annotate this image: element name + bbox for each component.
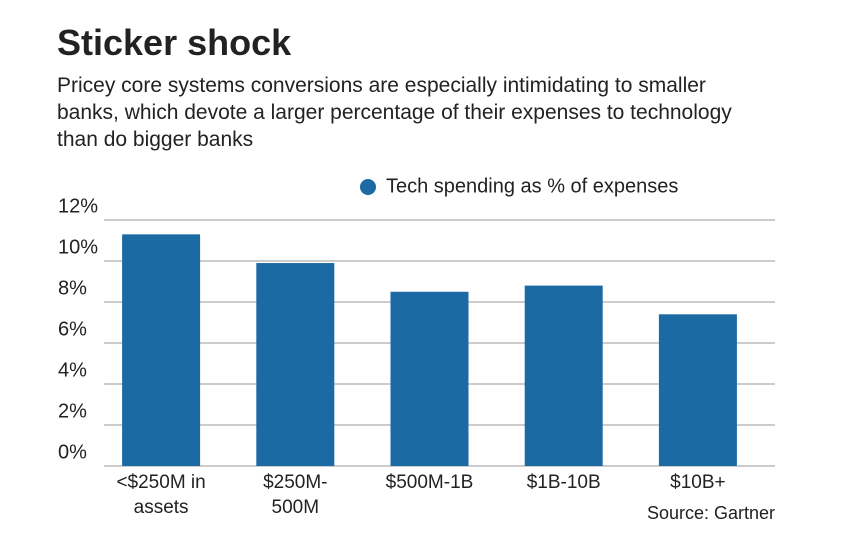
y-tick-label: 4% bbox=[58, 359, 87, 381]
legend-marker bbox=[360, 179, 376, 195]
x-tick-label: $250M-500M bbox=[263, 472, 328, 518]
legend-label: Tech spending as % of expenses bbox=[386, 175, 678, 197]
bar bbox=[524, 285, 603, 466]
x-tick-label: <$250M in assets bbox=[116, 472, 206, 518]
y-tick-label: 0% bbox=[58, 441, 87, 463]
chart-title: Sticker shock bbox=[57, 22, 292, 63]
x-tick-label: $1B-10B bbox=[526, 472, 601, 493]
y-tick-label: 10% bbox=[58, 236, 98, 258]
y-tick-label: 8% bbox=[58, 277, 87, 299]
x-tick-label: $500M-1B bbox=[385, 472, 474, 493]
y-tick-label: 2% bbox=[58, 400, 87, 422]
bar bbox=[122, 234, 201, 466]
y-tick-label: 12% bbox=[58, 195, 98, 217]
chart-subtitle: Pricey core systems conversions are espe… bbox=[57, 74, 732, 151]
bar bbox=[390, 291, 469, 466]
y-tick-label: 6% bbox=[58, 318, 87, 340]
x-tick-label: $10B+ bbox=[670, 472, 726, 493]
bar bbox=[658, 314, 737, 466]
source: Source: Gartner bbox=[646, 503, 775, 523]
bar bbox=[256, 263, 335, 466]
